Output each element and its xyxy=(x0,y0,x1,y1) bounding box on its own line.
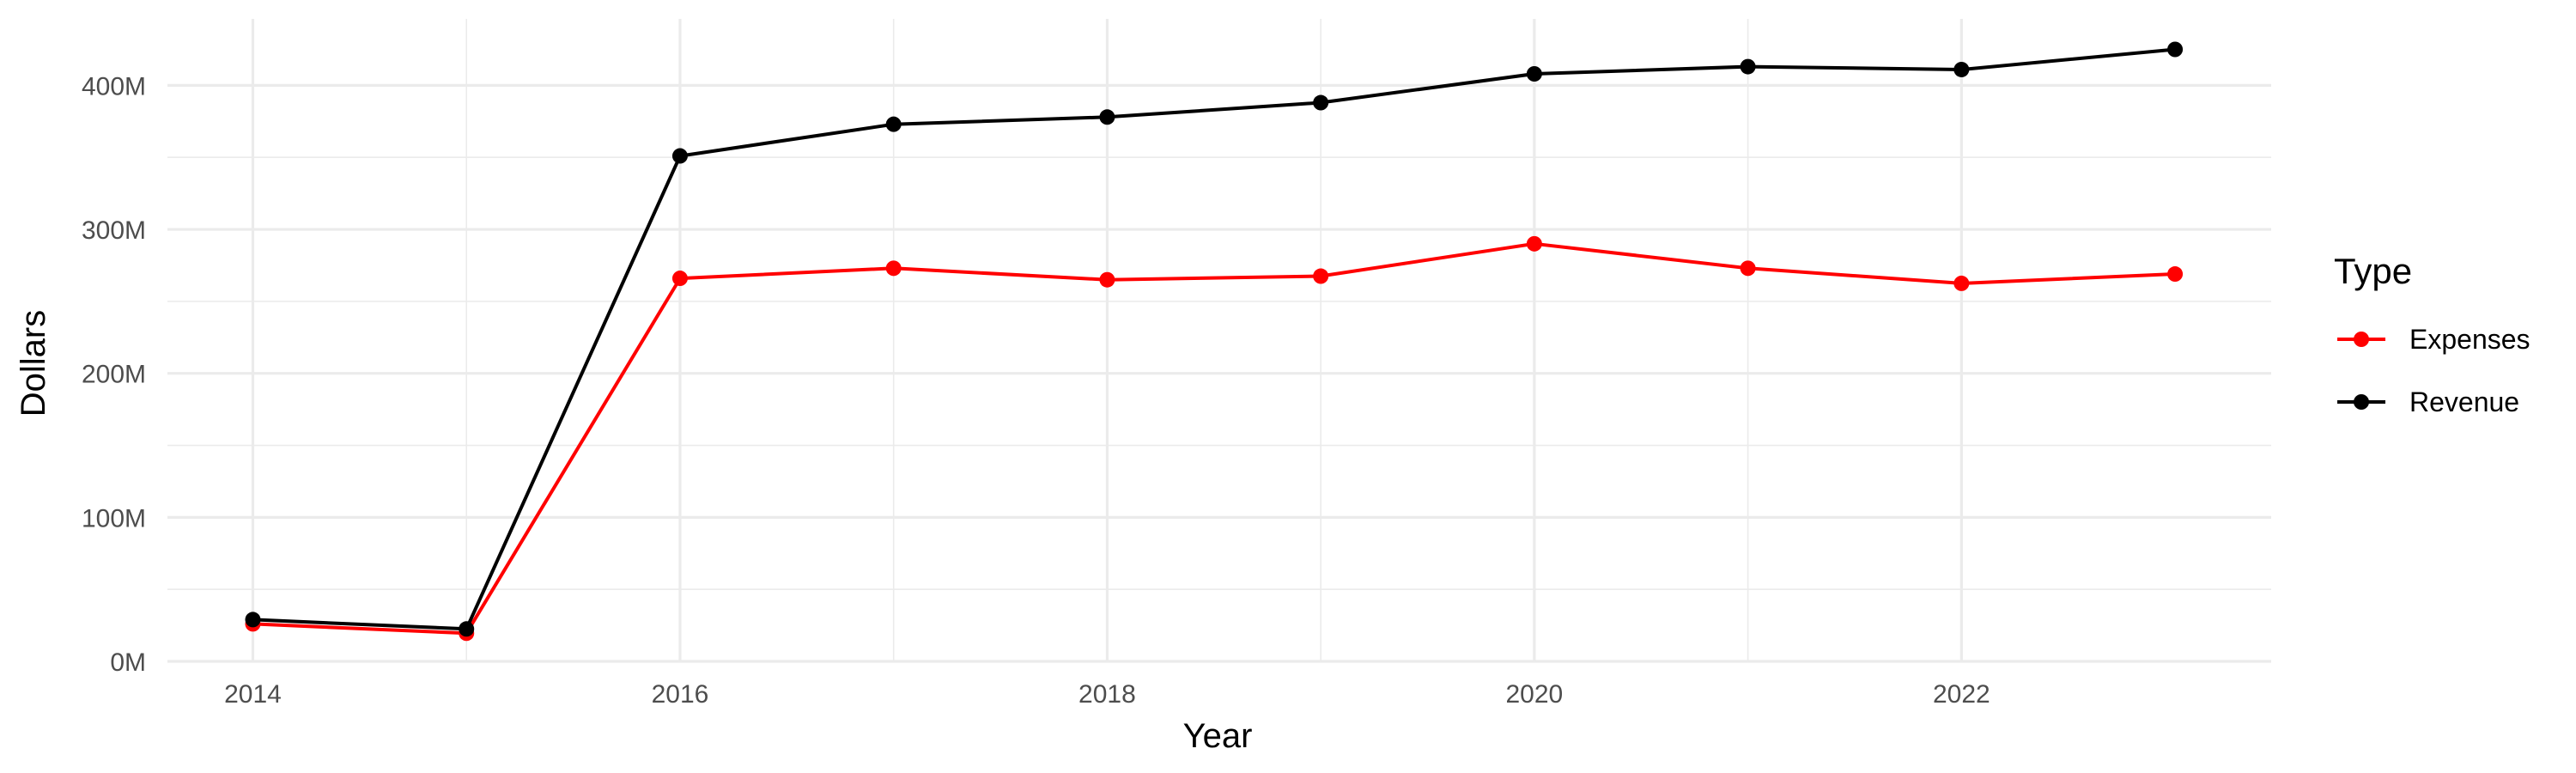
minor-y-gridlines xyxy=(167,156,2271,590)
y-tick-label: 0M xyxy=(110,648,146,677)
y-tick-label: 300M xyxy=(82,216,146,245)
data-point-revenue xyxy=(1099,109,1115,125)
major-x-gridlines xyxy=(251,19,1963,661)
data-point-expenses xyxy=(1953,275,1970,291)
x-tick-label: 2022 xyxy=(1933,680,1990,709)
x-tick-label: 2018 xyxy=(1078,680,1136,709)
y-tick-label: 400M xyxy=(82,72,146,100)
data-point-expenses xyxy=(1313,268,1329,284)
legend-key-point xyxy=(2354,394,2369,410)
major-y-gridlines xyxy=(167,83,2271,663)
data-point-expenses xyxy=(1740,260,1756,277)
y-tick-label: 100M xyxy=(82,504,146,533)
data-point-revenue xyxy=(1953,61,1970,77)
data-point-revenue xyxy=(2167,41,2184,58)
legend-label: Revenue xyxy=(2409,386,2519,417)
data-point-expenses xyxy=(1099,271,1115,288)
legend-item-expenses: Expenses xyxy=(2337,324,2530,355)
legend-item-revenue: Revenue xyxy=(2337,386,2519,417)
data-point-expenses xyxy=(2167,266,2184,283)
legend: Type Expenses Revenue xyxy=(2334,251,2530,417)
x-tick-label: 2020 xyxy=(1506,680,1564,709)
data-point-revenue xyxy=(1313,94,1329,111)
legend-label: Expenses xyxy=(2409,324,2530,355)
y-axis-tick-labels: 0M 100M 200M 300M 400M xyxy=(82,72,146,677)
data-point-revenue xyxy=(671,148,688,164)
legend-title: Type xyxy=(2334,251,2412,291)
data-point-expenses xyxy=(1526,235,1542,252)
series-line-expenses xyxy=(252,241,2176,636)
series-line-revenue xyxy=(252,47,2176,631)
data-point-expenses xyxy=(885,260,902,277)
legend-items: Expenses Revenue xyxy=(2337,324,2530,417)
x-tick-label: 2014 xyxy=(224,680,282,709)
y-tick-label: 200M xyxy=(82,361,146,389)
data-point-revenue xyxy=(245,612,261,628)
data-point-expenses xyxy=(671,271,688,287)
x-axis-title: Year xyxy=(1183,717,1253,755)
series-layer xyxy=(245,41,2184,642)
legend-key-point xyxy=(2354,332,2369,347)
x-tick-label: 2016 xyxy=(652,680,709,709)
data-point-revenue xyxy=(885,116,902,132)
x-axis-tick-labels: 2014 2016 2018 2020 2022 xyxy=(224,680,1990,709)
series-revenue xyxy=(245,41,2184,637)
series-expenses xyxy=(245,235,2184,642)
data-point-revenue xyxy=(1740,58,1756,75)
data-point-revenue xyxy=(459,621,475,637)
data-point-revenue xyxy=(1526,66,1542,82)
y-axis-title: Dollars xyxy=(15,310,52,417)
